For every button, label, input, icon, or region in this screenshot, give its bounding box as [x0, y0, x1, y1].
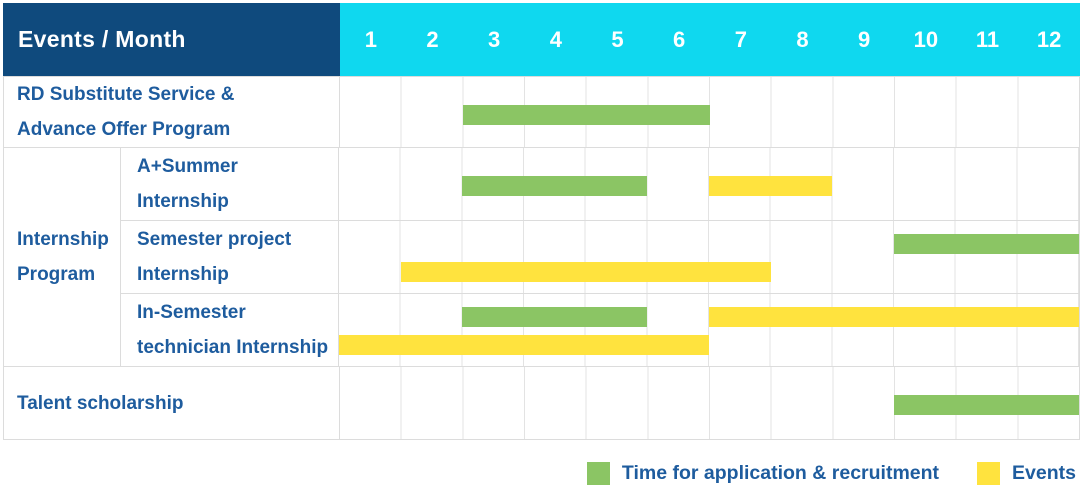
green-bar — [463, 105, 710, 125]
row-label-in-semester-technician: In-Semester technician Internship — [121, 294, 339, 366]
yellow-bar — [400, 262, 771, 282]
green-bar — [462, 176, 648, 196]
row-label-a-plus-summer: A+Summer Internship — [121, 148, 339, 220]
month-header-5: 5 — [611, 26, 624, 52]
legend-green-swatch — [586, 461, 610, 485]
row-label-talent-scholarship: Talent scholarship — [4, 367, 341, 439]
row-label-rd-substitute: RD Substitute Service & Advance Offer Pr… — [4, 77, 341, 147]
month-header-2: 2 — [426, 26, 439, 52]
table-row-a-plus-summer: A+Summer Internship — [121, 148, 1079, 220]
internship-sub-rows: A+Summer Internship Semester project Inte… — [121, 148, 1079, 366]
events-month-header-label: Events / Month — [18, 26, 186, 52]
table-row-rd-substitute: RD Substitute Service & Advance Offer Pr… — [4, 76, 1079, 147]
month-header-8: 8 — [796, 26, 809, 52]
row-label-text-talent-scholarship: Talent scholarship — [17, 392, 184, 414]
row-label-text-a-plus-summer: A+Summer Internship — [137, 156, 238, 212]
month-header-9: 9 — [858, 26, 871, 52]
month-header-12: 12 — [1036, 26, 1062, 52]
green-bar — [894, 395, 1079, 415]
events-month-header-cell: Events / Month — [3, 3, 340, 76]
group-label-cell: Internship Program — [4, 148, 121, 366]
chart-row-2 — [339, 221, 1079, 293]
yellow-bar — [339, 335, 709, 355]
yellow-bar — [709, 176, 833, 196]
month-header-10: 10 — [913, 26, 939, 52]
month-header-11: 11 — [975, 26, 1000, 52]
chart-row-1 — [339, 148, 1079, 220]
green-bar — [894, 234, 1079, 254]
month-header-4: 4 — [549, 26, 562, 52]
green-bar — [462, 307, 648, 327]
row-label-text-rd-substitute: RD Substitute Service & Advance Offer Pr… — [17, 84, 235, 140]
chart-row-0 — [340, 77, 1079, 147]
month-header-row: 1 2 3 4 5 6 7 8 9 10 11 12 — [340, 3, 1080, 76]
yellow-bar — [709, 307, 1079, 327]
month-header-1: 1 — [364, 26, 377, 52]
month-header-6: 6 — [673, 26, 686, 52]
chart-row-3 — [339, 294, 1079, 366]
legend: Time for application & recruitment Events — [549, 459, 1076, 487]
table-row-talent-scholarship: Talent scholarship — [4, 366, 1079, 439]
schedule-table: Events / Month 1 2 3 4 5 6 7 8 9 10 11 12 RD Substi… — [3, 3, 1080, 440]
chart-row-4 — [340, 367, 1079, 439]
row-label-text-in-semester-technician: In-Semester technician Internship — [137, 302, 329, 358]
legend-yellow-swatch — [977, 461, 1001, 485]
group-label-text: Internship Program — [17, 229, 109, 285]
row-label-semester-project: Semester project Internship — [121, 221, 339, 293]
table-header-row: Events / Month 1 2 3 4 5 6 7 8 9 10 11 12 — [3, 3, 1080, 76]
table-row-semester-project: Semester project Internship — [121, 220, 1079, 293]
month-header-3: 3 — [488, 26, 501, 52]
table-body: RD Substitute Service & Advance Offer Pr… — [3, 76, 1080, 440]
row-label-text-semester-project: Semester project Internship — [137, 229, 292, 285]
month-header-7: 7 — [734, 26, 747, 52]
legend-label-green: Time for application & recruitment — [621, 461, 940, 484]
legend-label-yellow: Events — [1012, 461, 1076, 484]
internship-program-group: Internship Program A+Summer Internship Sem… — [4, 147, 1079, 366]
legend-item-yellow: Events — [977, 461, 1076, 485]
table-row-in-semester-technician: In-Semester technician Internship — [121, 293, 1079, 366]
legend-item-green: Time for application & recruitment — [586, 461, 940, 485]
